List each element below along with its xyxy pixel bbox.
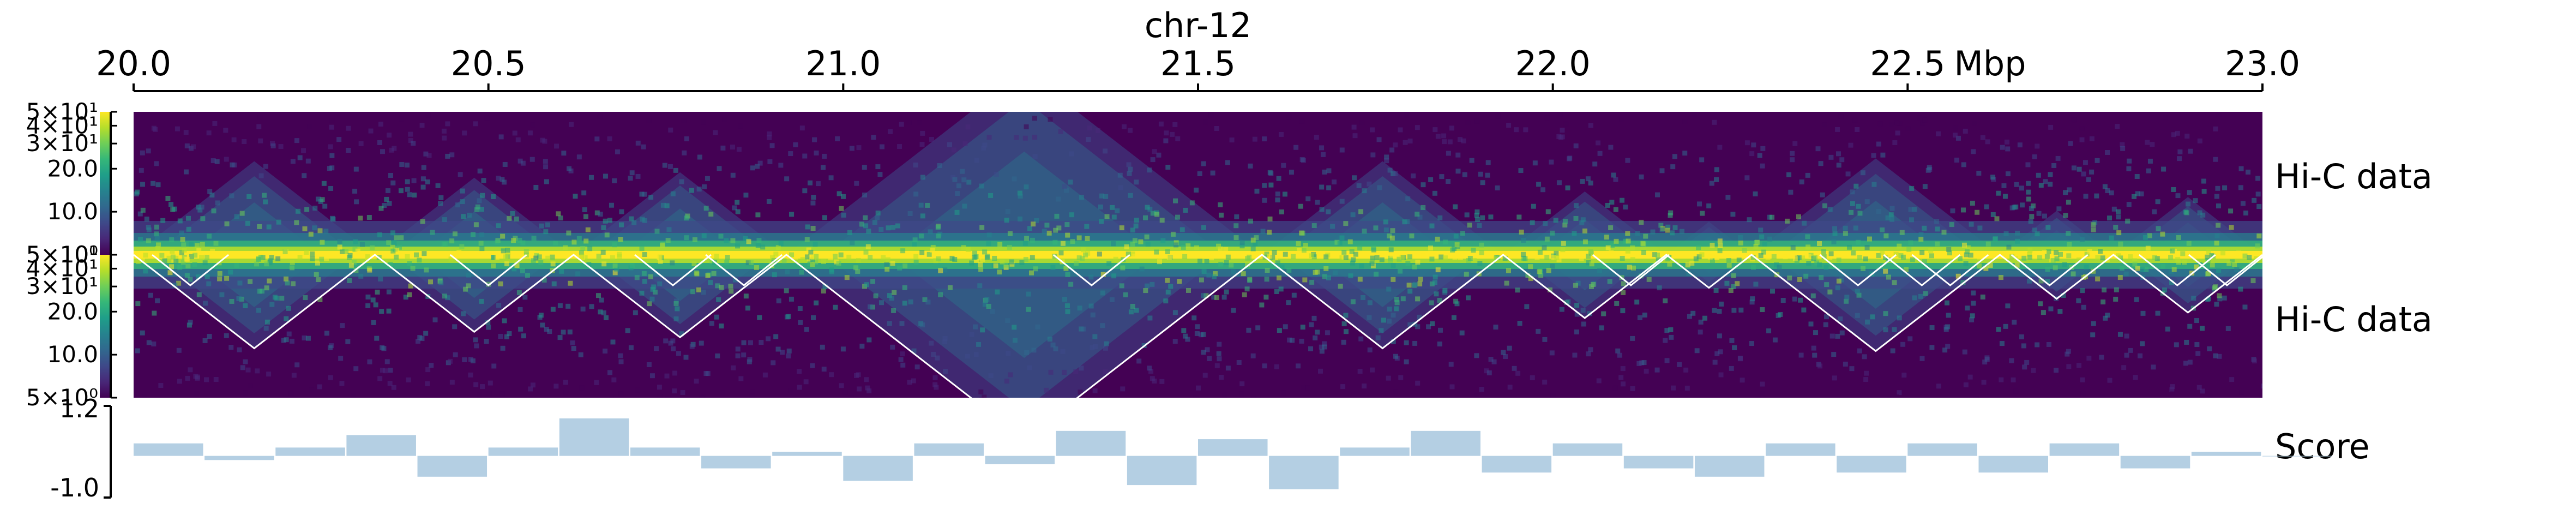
track-label-hic-top: Hi-C data bbox=[2275, 157, 2433, 196]
score-bar bbox=[204, 456, 274, 460]
score-bar bbox=[559, 418, 629, 456]
colorbar-tick-label: 20.0 bbox=[47, 155, 98, 182]
ruler-axis: Mbp 20.0 20.5 21.0 21.5 22.0 22.5 23.0 bbox=[96, 44, 2300, 92]
ruler-tick-label: 21.0 bbox=[805, 44, 881, 83]
tad-nested bbox=[1052, 254, 1130, 286]
colorbar-top-gradient bbox=[100, 112, 111, 255]
ruler-tick-label: 21.5 bbox=[1160, 44, 1236, 83]
score-tick-max: 1.2 bbox=[59, 394, 99, 423]
ruler-unit: Mbp bbox=[1954, 44, 2026, 83]
score-bar bbox=[1978, 456, 2048, 473]
score-bar bbox=[1552, 443, 1623, 456]
colorbar-tick-label: 5×10¹ bbox=[26, 241, 98, 268]
score-bar bbox=[701, 456, 771, 469]
tad-nested bbox=[1819, 254, 1897, 286]
score-bar bbox=[1340, 447, 1410, 456]
colorbar-tick-label: 5×10¹ bbox=[26, 98, 98, 125]
colorbar-tick-label: 10.0 bbox=[47, 341, 98, 368]
tad-outline bbox=[134, 254, 2262, 398]
tad-nested bbox=[152, 254, 230, 286]
tad-nested bbox=[1883, 254, 1961, 286]
colorbar-tick-label: 3×10¹ bbox=[26, 273, 98, 300]
score-bar bbox=[134, 443, 203, 456]
colorbar-tick-label: 4×10¹ bbox=[26, 112, 98, 139]
track-label-hic-bottom: Hi-C data bbox=[2275, 300, 2433, 339]
score-bar bbox=[985, 456, 1055, 464]
ruler-tick-label: 20.0 bbox=[96, 44, 171, 83]
score-bar bbox=[914, 443, 984, 456]
ruler-tick-label: 22.0 bbox=[1515, 44, 1591, 83]
score-bar bbox=[2120, 456, 2190, 469]
colorbar-tick-label: 4×10¹ bbox=[26, 255, 98, 282]
hic-heatmap bbox=[134, 112, 2262, 398]
tad-nested bbox=[449, 254, 527, 286]
score-bar bbox=[2262, 456, 2332, 457]
score-bar bbox=[275, 447, 345, 456]
colorbar-tick-label: 5×10⁰ bbox=[26, 384, 98, 411]
score-bar bbox=[2191, 452, 2261, 456]
score-bar bbox=[346, 435, 416, 456]
score-bar bbox=[417, 456, 487, 477]
score-bar bbox=[1766, 443, 1835, 456]
tad-nested bbox=[705, 254, 783, 286]
score-bar bbox=[1907, 443, 1977, 456]
score-bar bbox=[772, 452, 842, 456]
score-bar bbox=[1198, 439, 1268, 456]
score-tick-min: -1.0 bbox=[50, 473, 99, 502]
ruler-tick-label: 22.5 bbox=[1870, 44, 1945, 83]
tad-nested bbox=[1592, 254, 1670, 286]
score-track: 1.2 -1.0 bbox=[50, 394, 2332, 502]
score-bar bbox=[1411, 430, 1480, 456]
score-bar bbox=[2049, 443, 2120, 456]
score-bar bbox=[1056, 430, 1126, 456]
tad-nested bbox=[634, 254, 712, 286]
chrom-title: chr-12 bbox=[1145, 5, 1251, 45]
colorbar-tick-label: 10.0 bbox=[47, 198, 98, 225]
score-bar bbox=[1269, 456, 1339, 489]
score-bar bbox=[843, 456, 913, 481]
score-bar bbox=[1623, 456, 1694, 469]
score-bar bbox=[1837, 456, 1906, 473]
colorbar-bottom-gradient bbox=[100, 255, 111, 398]
score-bar bbox=[1482, 456, 1552, 473]
tad-nested bbox=[2188, 254, 2262, 286]
tad-nested bbox=[1911, 254, 1989, 286]
track-label-score: Score bbox=[2275, 427, 2370, 466]
score-bar bbox=[630, 447, 700, 456]
ruler-tick-label: 23.0 bbox=[2225, 44, 2300, 83]
colorbar-tick-label: 5×10⁰ bbox=[26, 241, 98, 268]
colorbar-tick-label: 20.0 bbox=[47, 298, 98, 325]
tad-nested bbox=[2011, 254, 2089, 286]
diagonal-band bbox=[134, 251, 2262, 259]
score-bar bbox=[1694, 456, 1765, 477]
score-bar bbox=[488, 447, 558, 456]
ruler-tick-label: 20.5 bbox=[451, 44, 526, 83]
score-bar bbox=[1127, 456, 1197, 486]
colorbar-tick-label: 3×10¹ bbox=[26, 130, 98, 157]
